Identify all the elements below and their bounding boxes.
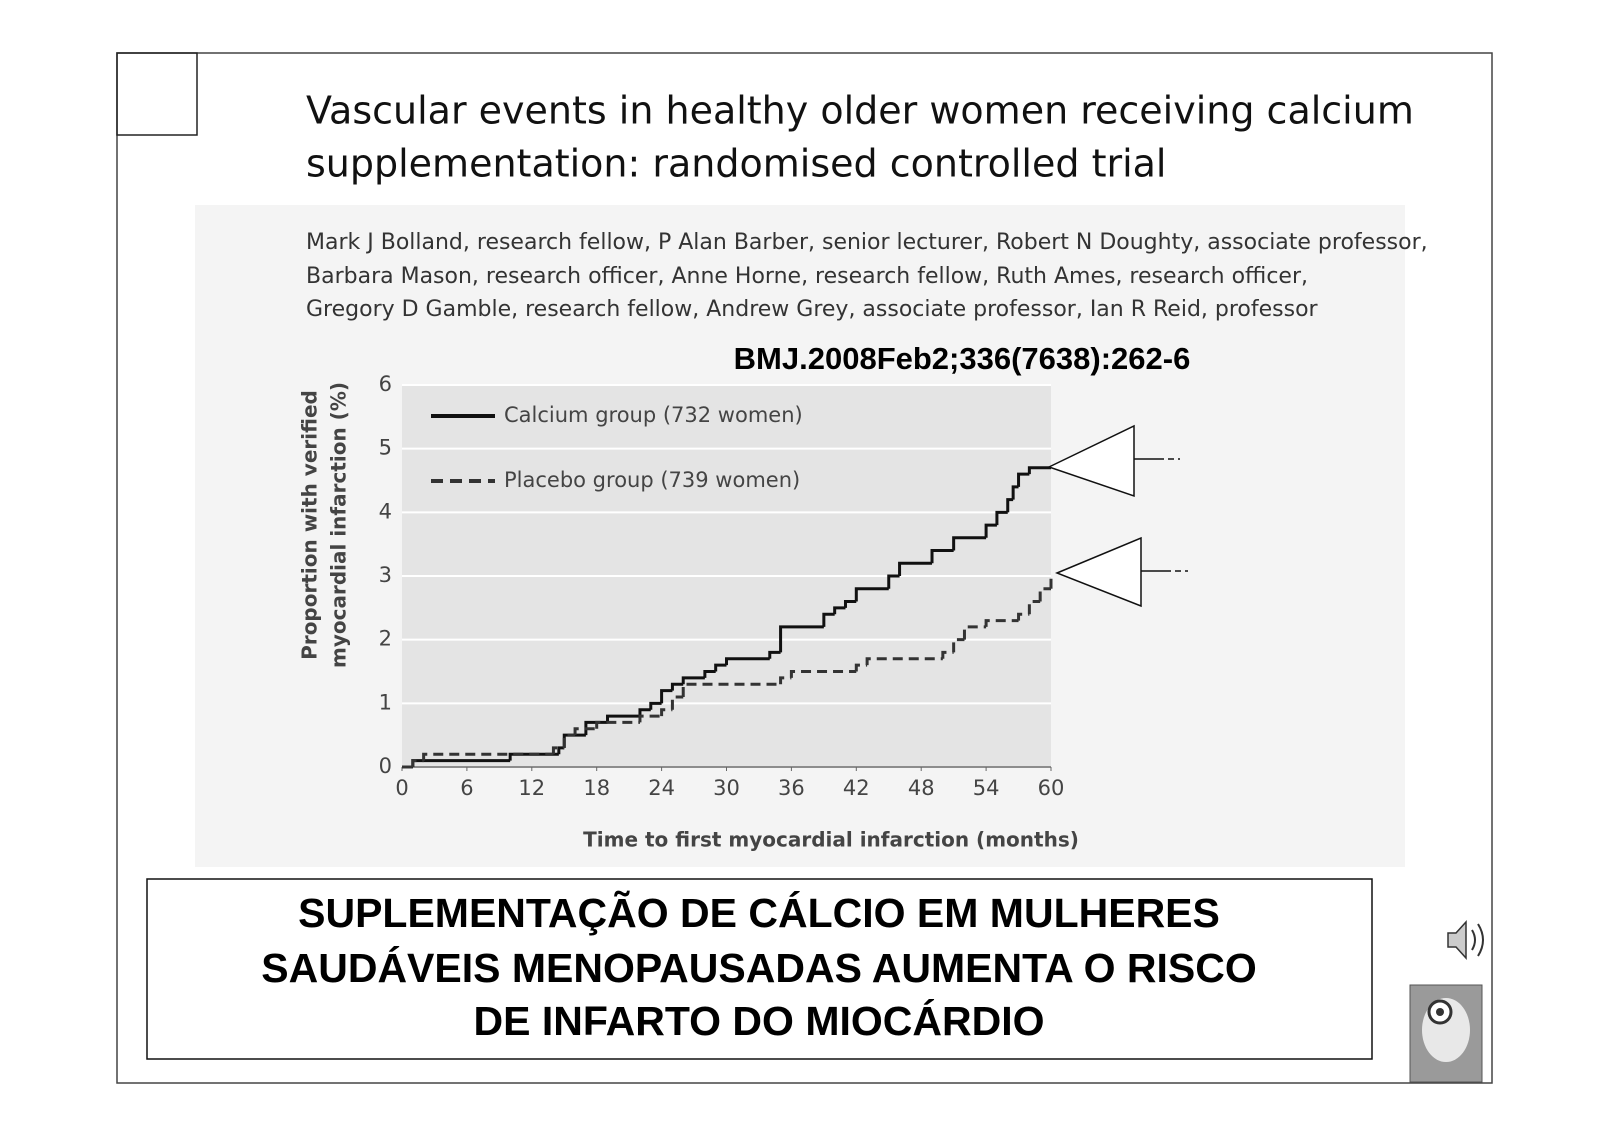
x-tick-label: 24 <box>648 776 675 800</box>
step-segment <box>1017 472 1030 487</box>
x-tick-label: 30 <box>713 776 740 800</box>
step-segment <box>1027 466 1051 475</box>
title: supplementation: randomised controlled t… <box>306 142 1167 186</box>
authors: Mark J Bolland, research fellow, P Alan … <box>306 230 1428 255</box>
step-segment <box>670 682 684 691</box>
y-axis-label: Proportion with verified <box>298 390 322 660</box>
step-segment <box>551 746 565 755</box>
step-segment <box>1027 599 1041 615</box>
step-segment <box>660 689 673 704</box>
step-segment <box>595 720 640 729</box>
y-tick-label: 4 <box>379 499 392 523</box>
authors: Gregory D Gamble, research fellow, Andre… <box>306 297 1319 322</box>
step-segment <box>854 587 889 602</box>
step-segment <box>422 752 554 761</box>
title: Vascular events in healthy older women r… <box>306 89 1414 133</box>
step-segment <box>725 657 770 666</box>
conclusion: DE INFARTO DO MIOCÁRDIO <box>474 998 1045 1044</box>
step-segment <box>962 625 987 640</box>
x-tick-label: 36 <box>778 776 805 800</box>
step-segment <box>638 714 662 723</box>
step-segment <box>941 650 954 659</box>
x-tick-label: 48 <box>908 776 935 800</box>
step-segment <box>984 619 1019 627</box>
step-segment <box>714 663 727 672</box>
x-axis-label: Time to first myocardial infarction (mon… <box>583 828 1079 852</box>
y-axis-label: myocardial infarction (%) <box>327 382 351 668</box>
legend-label: Placebo group (739 women) <box>504 468 800 492</box>
step-segment <box>822 612 835 627</box>
step-segment <box>1006 498 1014 513</box>
step-segment <box>1017 612 1030 621</box>
step-segment <box>557 746 565 755</box>
y-tick-label: 0 <box>379 754 392 778</box>
arrow-marker <box>1055 536 1142 608</box>
step-segment <box>573 727 597 736</box>
presenter-icon <box>1409 984 1483 1083</box>
step-segment <box>703 670 716 678</box>
step-segment <box>952 536 987 551</box>
step-segment <box>930 549 954 564</box>
step-segment <box>411 759 424 767</box>
speaker-icon[interactable] <box>1447 920 1484 960</box>
corner-box <box>116 52 198 136</box>
x-tick-label: 18 <box>583 776 610 800</box>
y-tick-label: 2 <box>379 627 392 651</box>
legend-label: Calcium group (732 women) <box>504 403 803 427</box>
x-tick-label: 0 <box>395 776 408 800</box>
x-tick-label: 6 <box>460 776 473 800</box>
step-segment <box>833 606 846 615</box>
step-segment <box>865 657 943 666</box>
step-segment <box>649 701 662 710</box>
x-tick-label: 42 <box>843 776 870 800</box>
conclusion: SUPLEMENTAÇÃO DE CÁLCIO EM MULHERES <box>298 890 1220 936</box>
step-segment <box>854 663 868 672</box>
step-segment <box>995 510 1008 526</box>
step-segment <box>952 638 965 653</box>
step-segment <box>681 676 705 685</box>
step-segment <box>887 574 900 589</box>
step-segment <box>562 733 576 748</box>
citation: BMJ.2008Feb2;336(7638):262-6 <box>734 341 1191 376</box>
y-tick-label: 1 <box>379 690 392 714</box>
step-segment <box>660 708 673 717</box>
step-segment <box>1038 587 1051 602</box>
step-segment <box>768 650 781 659</box>
step-segment <box>779 676 792 685</box>
annotation-arrows <box>1047 424 1188 608</box>
x-tick-label: 12 <box>518 776 545 800</box>
step-segment <box>779 625 824 653</box>
step-segment <box>681 682 781 697</box>
conclusion-box <box>146 878 1373 1060</box>
arrow-marker <box>1047 424 1135 498</box>
step-segment <box>670 695 684 710</box>
step-segment <box>843 599 857 608</box>
step-segment <box>606 714 640 723</box>
y-tick-label: 3 <box>379 563 392 587</box>
authors: Barbara Mason, research officer, Anne Ho… <box>306 264 1308 289</box>
step-segment <box>898 561 933 576</box>
y-tick-label: 6 <box>379 372 392 396</box>
step-segment <box>789 670 857 678</box>
step-segment <box>1011 485 1019 500</box>
conclusion: SAUDÁVEIS MENOPAUSADAS AUMENTA O RISCO <box>261 945 1256 991</box>
step-segment <box>984 523 997 538</box>
step-segment <box>508 752 559 761</box>
x-tick-label: 54 <box>973 776 1000 800</box>
x-tick-label: 60 <box>1038 776 1065 800</box>
y-tick-label: 5 <box>379 436 392 460</box>
step-segment <box>638 708 651 717</box>
